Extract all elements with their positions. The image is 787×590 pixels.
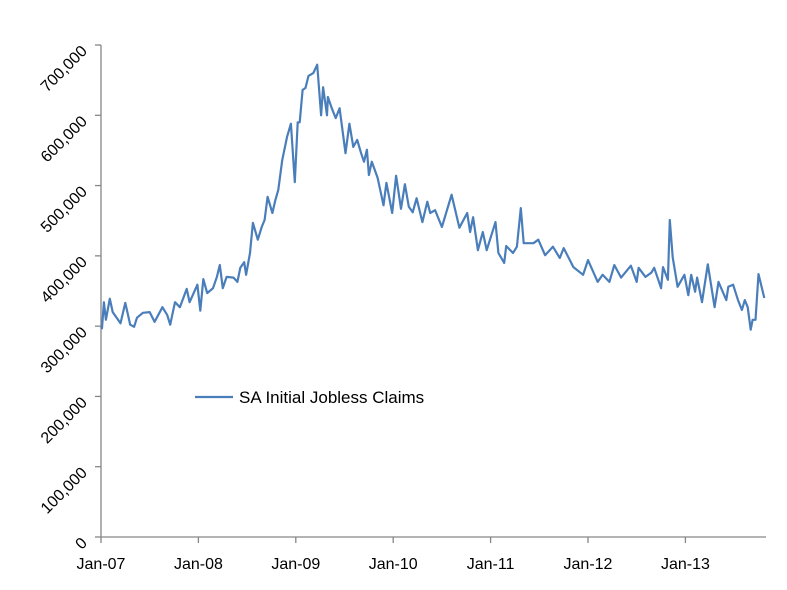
y-axis: 0 100,000 200,000 300,000 400,000 500,000 600,… (38, 43, 102, 553)
y-tick-label: 100,000 (38, 464, 91, 517)
x-tick-label: Jan-13 (661, 556, 710, 573)
x-tick-label: Jan-08 (174, 556, 223, 573)
y-tick-label: 500,000 (38, 183, 91, 236)
y-tick-label: 400,000 (38, 254, 91, 307)
x-tick-label: Jan-10 (369, 556, 418, 573)
legend: SA Initial Jobless Claims (195, 388, 424, 407)
x-tick-label: Jan-11 (467, 556, 515, 573)
y-tick-label: 0 (73, 535, 91, 553)
x-tick-label: Jan-07 (77, 556, 126, 573)
x-axis: Jan-07 Jan-08 Jan-09 Jan-10 Jan-11 Jan-12 Jan-… (77, 536, 766, 573)
y-tick-label: 700,000 (38, 43, 91, 96)
y-tick-label: 200,000 (38, 394, 91, 447)
legend-label: SA Initial Jobless Claims (239, 388, 424, 407)
series-line (100, 63, 766, 331)
series-layer (100, 63, 766, 331)
x-tick-label: Jan-09 (271, 556, 320, 573)
y-tick-label: 600,000 (38, 113, 91, 166)
x-tick-label: Jan-12 (564, 556, 613, 573)
y-tick-label: 300,000 (38, 324, 91, 377)
